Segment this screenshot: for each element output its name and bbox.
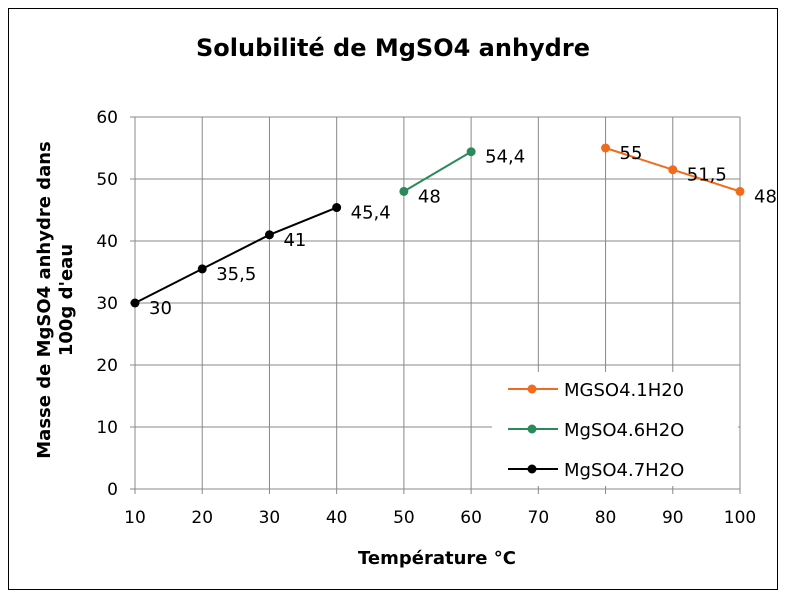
legend-label: MGSO4.1H20: [564, 380, 684, 401]
x-tick-label: 90: [662, 508, 684, 528]
x-tick-label: 80: [595, 508, 617, 528]
y-tick-label: 60: [96, 108, 118, 128]
y-axis-label-line1: Masse de MgSO4 anhydre dans: [34, 141, 55, 458]
y-tick-label: 0: [107, 480, 118, 500]
x-tick-label: 10: [124, 508, 146, 528]
data-label: 54,4: [485, 147, 525, 168]
data-label: 41: [283, 230, 306, 251]
x-tick-label: 50: [393, 508, 415, 528]
legend-label: MgSO4.7H2O: [564, 460, 684, 481]
data-label: 51,5: [687, 165, 727, 186]
data-point: [197, 264, 207, 274]
x-tick-label: 20: [191, 508, 213, 528]
y-tick-label: 50: [96, 170, 118, 190]
data-label: 48: [418, 186, 441, 207]
data-label: 35,5: [216, 264, 256, 285]
legend-marker: [527, 384, 537, 394]
x-tick-label: 70: [528, 508, 550, 528]
data-point: [399, 186, 409, 196]
data-point: [332, 203, 342, 213]
data-point: [601, 143, 611, 153]
y-tick-label: 20: [96, 356, 118, 376]
series-line: [403, 150, 472, 193]
y-tick-label: 30: [96, 294, 118, 314]
x-tick-label: 30: [259, 508, 281, 528]
y-tick-label: 40: [96, 232, 118, 252]
chart-frame: [8, 8, 778, 590]
data-label: 30: [149, 298, 172, 319]
y-axis-label-line2: 100g d'eau: [56, 244, 77, 356]
x-axis-label: Température °C: [358, 548, 516, 569]
data-label: 55: [620, 143, 643, 164]
data-point: [264, 230, 274, 240]
legend-marker: [527, 464, 537, 474]
chart-title: Solubilité de MgSO4 anhydre: [196, 34, 590, 62]
data-label: 45,4: [351, 203, 391, 224]
data-point: [735, 186, 745, 196]
data-point: [668, 165, 678, 175]
legend: MGSO4.1H20 MgSO4.6H2O MgSO4.7H2O: [492, 372, 738, 486]
y-tick-label: 10: [96, 418, 118, 438]
data-point: [466, 147, 476, 157]
x-tick-label: 60: [460, 508, 482, 528]
series-line: [134, 206, 338, 304]
legend-marker: [527, 424, 537, 434]
x-tick-label: 40: [326, 508, 348, 528]
data-point: [130, 298, 140, 308]
x-tick-label: 100: [724, 508, 756, 528]
data-label: 48: [754, 186, 777, 207]
legend-label: MgSO4.6H2O: [564, 420, 684, 441]
